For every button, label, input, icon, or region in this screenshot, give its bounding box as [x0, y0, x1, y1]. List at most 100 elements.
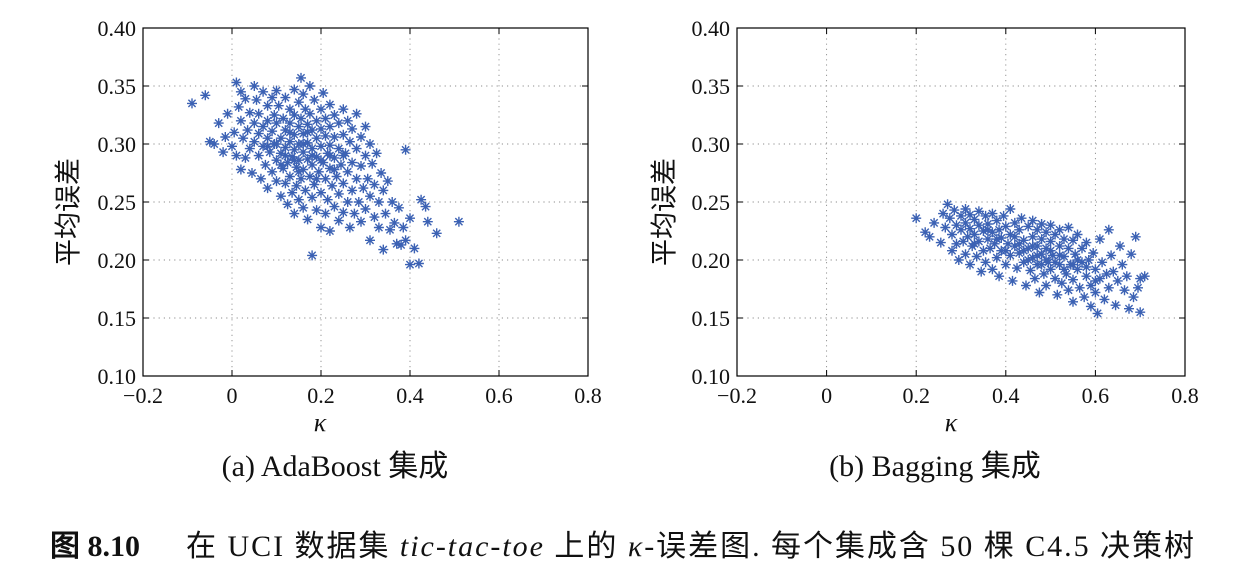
data-point	[310, 173, 323, 185]
subcaption: (a) AdaBoost 集成	[222, 450, 449, 483]
data-point	[364, 138, 376, 150]
data-point	[1067, 296, 1079, 308]
data-point	[1116, 258, 1129, 271]
data-point	[415, 193, 427, 206]
data-point	[1112, 275, 1124, 287]
y-tick-label: 0.15	[692, 306, 731, 331]
data-point	[968, 228, 981, 241]
data-point	[1076, 242, 1088, 255]
data-point	[1024, 264, 1037, 277]
data-point	[1026, 240, 1039, 252]
data-point	[261, 182, 274, 194]
data-point	[350, 142, 363, 155]
caption-kappa: κ	[628, 530, 643, 563]
data-point	[1058, 233, 1070, 245]
data-point	[248, 80, 260, 92]
data-point	[1080, 261, 1093, 273]
data-point	[1062, 221, 1075, 234]
data-point	[315, 221, 327, 234]
data-point	[1071, 228, 1084, 241]
x-axis-label: κ	[945, 408, 958, 437]
data-point	[357, 182, 369, 194]
x-tick-label: 0	[821, 383, 832, 408]
axes-box	[142, 27, 589, 377]
data-point	[991, 214, 1003, 227]
data-point	[248, 135, 260, 148]
data-point	[975, 265, 987, 278]
data-point	[284, 103, 296, 115]
y-tick-label: 0.30	[692, 132, 731, 157]
data-point	[377, 184, 389, 197]
data-point	[266, 125, 278, 137]
data-point	[277, 112, 289, 125]
tick-labels: −0.2 0 0.2 0.4 0.6 0.8 0.10 0.15 0.20 0.25 0.30 0.3…	[98, 16, 602, 408]
data-point	[342, 115, 354, 127]
data-point	[208, 138, 220, 150]
data-point	[257, 86, 269, 98]
data-point	[928, 217, 940, 229]
data-point	[246, 167, 258, 179]
data-point	[1098, 293, 1111, 306]
data-point	[1018, 244, 1030, 257]
data-point	[1132, 282, 1144, 294]
data-point	[293, 166, 305, 178]
data-point	[301, 213, 314, 226]
data-point	[226, 140, 238, 153]
data-point	[304, 80, 316, 92]
data-point	[355, 215, 367, 228]
data-point	[1013, 224, 1025, 236]
data-point	[275, 159, 287, 171]
data-point	[297, 138, 309, 150]
data-point	[328, 109, 341, 121]
data-point	[284, 117, 296, 129]
data-point	[1051, 289, 1064, 301]
x-tick-label: 0.8	[574, 383, 602, 408]
data-point	[1022, 220, 1034, 233]
data-point	[270, 175, 283, 187]
data-point	[324, 98, 336, 111]
data-point	[288, 154, 300, 166]
data-point	[355, 160, 367, 172]
data-point	[346, 123, 358, 135]
data-point	[333, 188, 345, 200]
y-tick-label: 0.15	[98, 306, 137, 331]
data-point	[1089, 286, 1102, 299]
data-point	[1096, 256, 1108, 268]
data-point	[1009, 231, 1021, 243]
data-point	[1029, 272, 1041, 285]
data-point	[268, 109, 280, 121]
axes-frame	[736, 27, 1186, 377]
data-point	[1080, 236, 1093, 249]
data-point	[319, 130, 332, 142]
data-point	[1035, 233, 1048, 245]
data-point	[370, 147, 383, 160]
data-point	[355, 131, 367, 143]
data-point	[257, 120, 269, 133]
data-point	[288, 83, 300, 96]
caption-dataset-name: tic-tac-toe	[400, 530, 543, 563]
data-point	[319, 112, 332, 125]
data-point	[333, 214, 345, 227]
data-point	[959, 248, 972, 260]
caption-text: 在 UCI 数据集	[186, 530, 398, 563]
data-point	[270, 117, 283, 129]
data-point	[239, 93, 252, 105]
data-point	[1013, 238, 1025, 250]
data-point	[431, 227, 443, 240]
data-point	[1031, 249, 1043, 262]
data-point	[1000, 244, 1012, 257]
tick-labels: −0.2 0 0.2 0.4 0.6 0.8 0.10 0.15 0.20 0.25 0.30 0.3…	[692, 16, 1199, 408]
data-point	[266, 91, 278, 104]
data-point	[255, 173, 267, 185]
data-point	[284, 170, 296, 183]
data-point	[366, 157, 378, 170]
data-point	[253, 108, 265, 120]
y-tick-label: 0.40	[692, 16, 731, 41]
data-point	[1006, 275, 1019, 287]
axes-frame	[142, 27, 589, 377]
plot-adaboost: −0.2 0 0.2 0.4 0.6 0.8 0.10 0.15 0.20 0.25 0.30 0.3…	[53, 16, 601, 483]
data-point	[348, 207, 361, 220]
data-point	[1118, 284, 1131, 296]
data-point	[910, 212, 922, 224]
